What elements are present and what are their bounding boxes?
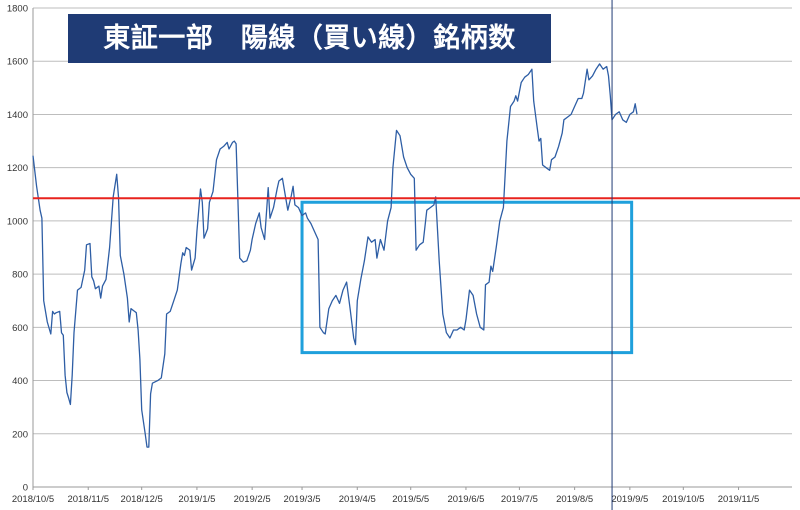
y-tick-label: 1000 <box>7 216 28 227</box>
y-tick-label: 600 <box>12 323 28 334</box>
x-tick-label: 2018/12/5 <box>121 494 163 505</box>
x-tick-label: 2019/5/5 <box>392 494 429 505</box>
chart-title-box: 東証一部 陽線（買い線）銘柄数 <box>68 14 551 63</box>
x-tick-label: 2019/8/5 <box>556 494 593 505</box>
x-tick-label: 2019/9/5 <box>611 494 648 505</box>
series-line <box>32 63 638 448</box>
x-tick-label: 2019/10/5 <box>662 494 704 505</box>
x-tick-label: 2019/4/5 <box>339 494 376 505</box>
y-tick-label: 1600 <box>7 57 28 68</box>
x-tick-label: 2019/2/5 <box>234 494 271 505</box>
x-tick-label: 2019/11/5 <box>718 494 760 505</box>
x-tick-label: 2019/3/5 <box>284 494 321 505</box>
x-tick-label: 2019/6/5 <box>447 494 484 505</box>
x-tick-label: 2018/10/5 <box>12 494 54 505</box>
y-tick-label: 200 <box>12 429 28 440</box>
y-tick-label: 0 <box>23 483 28 494</box>
x-tick-label: 2019/7/5 <box>501 494 538 505</box>
x-axis-tick-labels: 2018/10/5 2018/11/5 2018/12/5 2019/1/5 2019/… <box>12 487 759 505</box>
y-tick-label: 1400 <box>7 110 28 121</box>
chart-marks <box>32 0 800 510</box>
chart-title: 東証一部 陽線（買い線）銘柄数 <box>103 23 516 54</box>
y-tick-label: 400 <box>12 376 28 387</box>
y-tick-label: 1800 <box>7 4 28 15</box>
highlight-box <box>300 200 634 355</box>
y-axis-tick-labels: 0 200 400 600 800 1000 1200 1400 1600 1800 <box>7 4 28 494</box>
y-tick-label: 1200 <box>7 163 28 174</box>
x-tick-label: 2018/11/5 <box>67 494 109 505</box>
x-tick-label: 2019/1/5 <box>178 494 215 505</box>
y-tick-label: 800 <box>12 270 28 281</box>
